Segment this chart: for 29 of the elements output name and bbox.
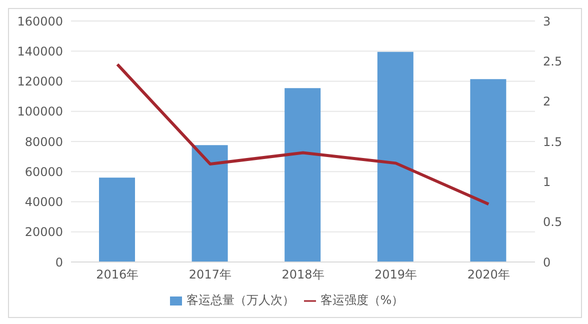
y-tick-label: 120000 bbox=[17, 74, 63, 89]
y2-tick-label: 1 bbox=[543, 174, 551, 189]
x-tick-label: 2016年 bbox=[96, 268, 139, 282]
bar bbox=[99, 178, 135, 262]
x-tick-label: 2020年 bbox=[467, 268, 510, 282]
y2-tick-label: 0.5 bbox=[543, 215, 562, 230]
bar bbox=[192, 145, 228, 262]
y-tick-label: 20000 bbox=[24, 225, 63, 240]
bar bbox=[377, 52, 414, 262]
y2-tick-label: 0 bbox=[543, 255, 551, 270]
y2-tick-label: 2 bbox=[543, 94, 551, 109]
x-tick-label: 2018年 bbox=[282, 268, 324, 282]
x-tick-label: 2017年 bbox=[188, 268, 232, 282]
y-tick-label: 0 bbox=[55, 255, 63, 270]
bar bbox=[284, 88, 321, 262]
y-tick-label: 60000 bbox=[24, 164, 63, 179]
bar bbox=[470, 79, 506, 262]
line-series bbox=[116, 62, 490, 206]
y-tick-label: 80000 bbox=[24, 134, 63, 149]
y2-tick-label: 3 bbox=[543, 14, 551, 28]
y2-tick-label: 1.5 bbox=[543, 134, 562, 149]
legend-label: 客运强度（%） bbox=[320, 293, 404, 307]
y-tick-label: 140000 bbox=[17, 44, 63, 58]
legend-label: 客运总量（万人次） bbox=[186, 293, 294, 307]
y-tick-label: 40000 bbox=[24, 195, 63, 210]
y2-tick-label: 2.5 bbox=[543, 54, 562, 68]
y-tick-label: 100000 bbox=[17, 104, 63, 119]
y-tick-label: 160000 bbox=[17, 14, 63, 28]
x-tick-label: 2019年 bbox=[374, 268, 418, 282]
